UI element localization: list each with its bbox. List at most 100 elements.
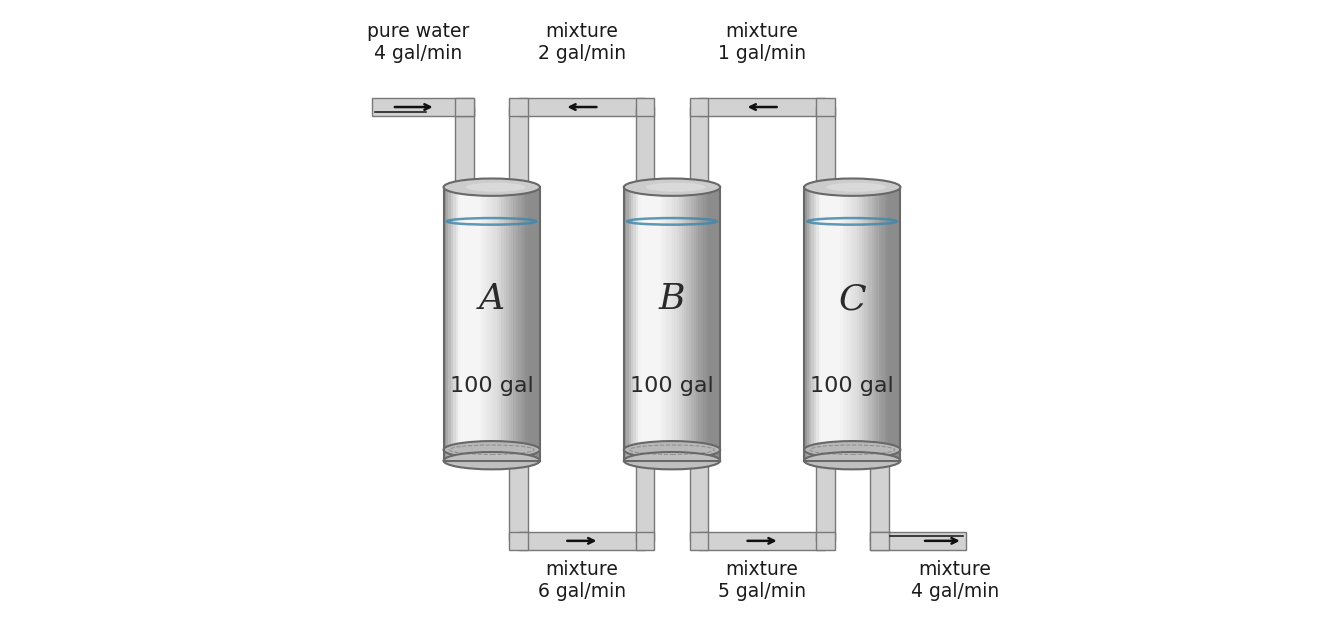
Bar: [663, 187, 665, 460]
Bar: [509, 98, 528, 117]
Bar: [874, 187, 878, 460]
Bar: [474, 187, 478, 460]
Bar: [636, 107, 655, 182]
Bar: [456, 98, 474, 117]
Bar: [648, 187, 650, 460]
Text: pure water
4 gal/min: pure water 4 gal/min: [367, 22, 470, 64]
Bar: [876, 187, 879, 460]
Bar: [657, 187, 661, 460]
Bar: [446, 187, 449, 460]
Bar: [849, 187, 853, 460]
Bar: [626, 187, 629, 460]
Bar: [462, 187, 466, 460]
Bar: [489, 187, 492, 460]
Bar: [824, 187, 827, 460]
Bar: [507, 187, 509, 460]
Bar: [372, 98, 474, 117]
Bar: [694, 187, 696, 460]
Bar: [535, 187, 538, 460]
Bar: [526, 187, 528, 460]
Bar: [816, 464, 835, 541]
Bar: [857, 187, 860, 460]
Bar: [843, 187, 845, 460]
Bar: [882, 187, 884, 460]
Bar: [665, 187, 668, 460]
Bar: [629, 187, 632, 460]
Ellipse shape: [444, 179, 540, 196]
Text: 100 gal: 100 gal: [450, 376, 534, 396]
Text: mixture
6 gal/min: mixture 6 gal/min: [538, 559, 626, 601]
Bar: [821, 187, 824, 460]
Bar: [633, 187, 637, 460]
Bar: [508, 187, 512, 460]
Bar: [520, 187, 524, 460]
Bar: [509, 464, 528, 541]
Bar: [636, 187, 638, 460]
Bar: [519, 187, 521, 460]
Bar: [444, 187, 540, 460]
Bar: [715, 187, 719, 460]
Bar: [484, 187, 488, 460]
Bar: [468, 187, 470, 460]
Bar: [499, 187, 503, 460]
Text: mixture
1 gal/min: mixture 1 gal/min: [718, 22, 806, 64]
Ellipse shape: [444, 441, 540, 459]
Bar: [804, 187, 900, 460]
Bar: [855, 187, 857, 460]
Bar: [638, 187, 641, 460]
Bar: [816, 107, 835, 182]
Bar: [813, 187, 817, 460]
Bar: [852, 187, 855, 460]
Bar: [458, 187, 461, 460]
Bar: [696, 187, 699, 460]
Ellipse shape: [804, 179, 900, 196]
Bar: [645, 187, 649, 460]
Bar: [871, 187, 875, 460]
Bar: [870, 531, 966, 550]
Bar: [825, 187, 829, 460]
Bar: [636, 531, 655, 550]
Bar: [848, 187, 851, 460]
Bar: [523, 187, 526, 460]
Bar: [496, 187, 500, 460]
Text: C: C: [839, 282, 866, 316]
Bar: [516, 187, 519, 460]
Bar: [636, 98, 655, 117]
Bar: [473, 187, 476, 460]
Bar: [632, 187, 634, 460]
Bar: [538, 187, 540, 460]
Bar: [684, 187, 687, 460]
Bar: [667, 187, 671, 460]
Bar: [660, 187, 663, 460]
Bar: [862, 187, 866, 460]
Bar: [691, 187, 695, 460]
Bar: [677, 187, 680, 460]
Text: mixture
5 gal/min: mixture 5 gal/min: [718, 559, 806, 601]
Bar: [816, 531, 835, 550]
Ellipse shape: [804, 452, 900, 469]
Bar: [689, 98, 708, 117]
Bar: [845, 187, 848, 460]
Bar: [480, 187, 482, 460]
Bar: [504, 187, 507, 460]
Bar: [509, 531, 528, 550]
Bar: [870, 187, 872, 460]
Bar: [689, 107, 708, 182]
Bar: [831, 187, 833, 460]
Bar: [477, 187, 480, 460]
Bar: [864, 187, 867, 460]
Text: 100 gal: 100 gal: [810, 376, 894, 396]
Bar: [465, 187, 468, 460]
Bar: [513, 187, 516, 460]
Bar: [531, 187, 534, 460]
Bar: [891, 187, 894, 460]
Bar: [699, 98, 825, 117]
Bar: [470, 187, 473, 460]
Ellipse shape: [624, 452, 720, 469]
Bar: [879, 187, 882, 460]
Bar: [836, 187, 839, 460]
Bar: [687, 187, 689, 460]
Bar: [699, 187, 702, 460]
Bar: [840, 187, 843, 460]
Bar: [461, 187, 464, 460]
